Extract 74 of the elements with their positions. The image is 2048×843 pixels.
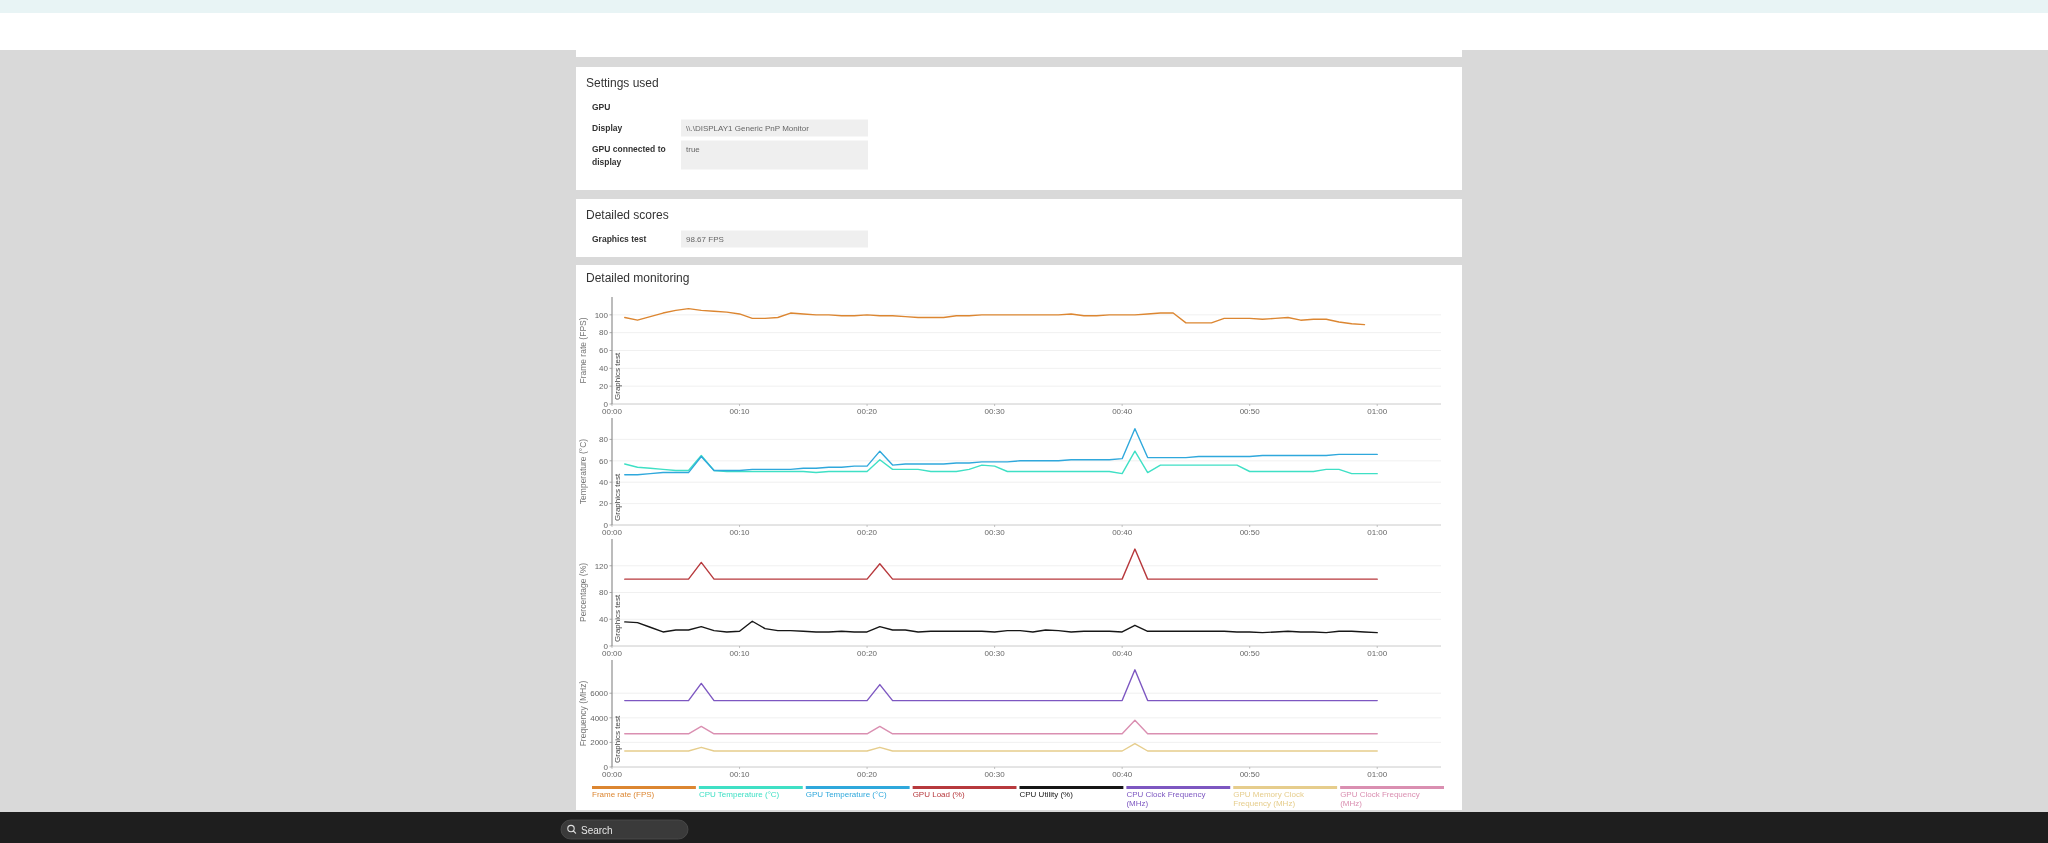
text: true — [686, 145, 700, 154]
x-tick-label: 00:00 — [601, 770, 623, 779]
y-tick-label: 80 — [599, 328, 609, 338]
x-tick-label: 00:00 — [601, 649, 623, 658]
text: \\.\DISPLAY1 Generic PnP Monitor — [686, 124, 809, 133]
x-tick-label: 00:10 — [729, 528, 751, 537]
category-label: GPU — [592, 102, 611, 112]
x-tick-label: 01:00 — [1367, 528, 1388, 537]
y-tick-label: 60 — [599, 456, 609, 466]
x-tick-label: 00:40 — [1112, 407, 1133, 416]
chart-title: Detailed monitoring — [586, 271, 690, 285]
y-axis-title: Percentage (%) — [578, 562, 588, 623]
text: Search — [581, 824, 613, 836]
x-tick-label: 00:40 — [1112, 770, 1133, 779]
text: 98.67 FPS — [686, 235, 724, 244]
x-tick-label: 00:30 — [984, 770, 1006, 779]
x-tick-label: 01:00 — [1367, 407, 1388, 416]
x-tick-label: 00:50 — [1239, 407, 1261, 416]
text: CPU Utility (%) — [1019, 790, 1074, 799]
y-axis-title: Temperature (°C) — [578, 438, 588, 505]
y-axis-title: Frame rate (FPS) — [578, 317, 588, 384]
text: CPU Clock Frequency (MHz) — [1126, 790, 1206, 808]
y-tick-label: 6000 — [590, 689, 609, 699]
text: CPU Temperature (°C) — [698, 790, 780, 799]
x-tick-label: 00:30 — [984, 528, 1006, 537]
y-tick-label: 0 — [603, 399, 609, 409]
x-tick-label: 00:20 — [857, 407, 878, 416]
x-tick-label: 01:00 — [1367, 649, 1388, 658]
y-tick-label: 20 — [599, 499, 609, 509]
category-label: GPU connected to display — [592, 144, 666, 167]
y-tick-label: 120 — [594, 561, 609, 571]
y-tick-label: 40 — [599, 364, 609, 374]
category-label: Display — [592, 123, 623, 133]
y-tick-label: 100 — [594, 310, 609, 320]
ref-line-label: Graphics test — [613, 473, 622, 521]
text: GPU Temperature (°C) — [805, 790, 887, 799]
x-tick-label: 00:10 — [729, 407, 751, 416]
x-tick-label: 01:00 — [1367, 770, 1388, 779]
y-tick-label: 0 — [603, 520, 609, 530]
text: GPU Clock Frequency (MHz) — [1340, 790, 1420, 808]
text: Frame rate (FPS) — [592, 790, 655, 799]
y-tick-label: 80 — [599, 435, 609, 445]
y-tick-label: 2000 — [590, 738, 609, 748]
text: Detailed scores — [586, 208, 669, 222]
text: GPU Load (%) — [912, 790, 965, 799]
category-label: Graphics test — [592, 234, 647, 244]
x-tick-label: 00:00 — [601, 528, 623, 537]
x-tick-label: 00:20 — [857, 528, 878, 537]
x-tick-label: 00:50 — [1239, 528, 1261, 537]
y-tick-label: 40 — [599, 478, 609, 487]
y-tick-label: 4000 — [590, 713, 609, 723]
text: GPU Memory Clock Frequency (MHz) — [1233, 790, 1305, 808]
y-tick-label: 60 — [599, 346, 609, 356]
ref-line-label: Graphics test — [613, 352, 622, 400]
x-tick-label: 00:50 — [1239, 770, 1261, 779]
y-tick-label: 80 — [599, 588, 609, 598]
x-tick-label: 00:30 — [984, 649, 1006, 658]
ref-line-label: Graphics test — [613, 594, 622, 642]
x-tick-label: 00:20 — [857, 770, 878, 779]
y-tick-label: 40 — [599, 615, 609, 625]
x-tick-label: 00:30 — [984, 407, 1006, 416]
ref-line-label: Graphics test — [613, 715, 622, 763]
y-tick-label: 0 — [603, 762, 609, 772]
x-tick-label: 00:10 — [729, 770, 751, 779]
x-tick-label: 00:40 — [1112, 649, 1133, 658]
x-tick-label: 00:40 — [1112, 528, 1133, 537]
x-tick-label: 00:20 — [857, 649, 878, 658]
x-tick-label: 00:10 — [729, 649, 751, 658]
y-tick-label: 0 — [603, 641, 609, 651]
x-tick-label: 00:50 — [1239, 649, 1261, 658]
x-tick-label: 00:00 — [601, 407, 623, 416]
y-axis-title: Frequency (MHz) — [578, 680, 588, 747]
y-tick-label: 20 — [599, 381, 609, 391]
text: Settings used — [586, 76, 659, 90]
